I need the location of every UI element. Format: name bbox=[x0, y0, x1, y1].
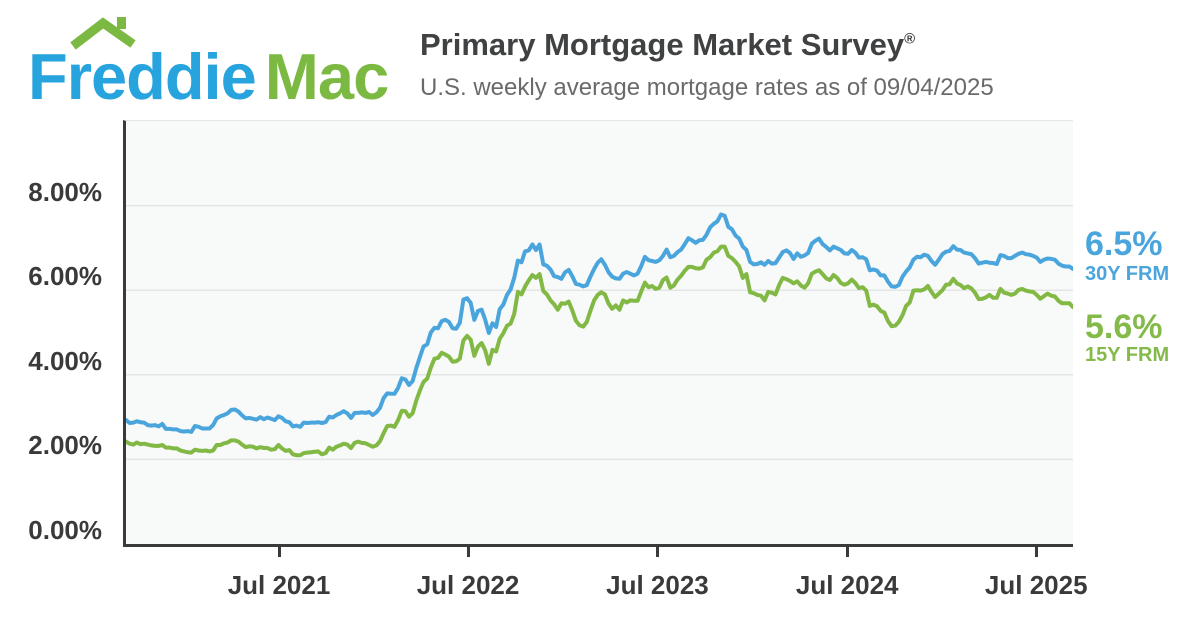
x-axis-tick bbox=[845, 546, 849, 557]
series-name-30y: 30Y FRM bbox=[1085, 263, 1170, 285]
y-axis-label: 4.00% bbox=[28, 345, 102, 376]
logo-word-freddie: Freddie bbox=[28, 40, 257, 113]
chart-svg bbox=[126, 204, 1073, 461]
x-axis-label: Jul 2024 bbox=[795, 570, 899, 600]
series-name-15y: 15Y FRM bbox=[1085, 344, 1170, 366]
latest-value-15y: 5.6% bbox=[1085, 308, 1163, 346]
plot-area bbox=[123, 120, 1073, 547]
registered-mark: ® bbox=[904, 30, 916, 48]
x-axis-label: Jul 2023 bbox=[606, 570, 709, 600]
series-line-15y-frm bbox=[126, 244, 1073, 458]
roof-icon bbox=[70, 17, 136, 50]
x-axis-tick bbox=[466, 546, 470, 557]
y-axis-label: 2.00% bbox=[28, 430, 102, 461]
x-axis-label: Jul 2022 bbox=[416, 570, 520, 600]
latest-value-30y: 6.5% bbox=[1085, 225, 1163, 263]
y-axis-label: 8.00% bbox=[28, 176, 102, 207]
x-axis-label: Jul 2025 bbox=[984, 570, 1088, 600]
x-axis-tick bbox=[277, 546, 281, 557]
logo-word-mac: Mac bbox=[264, 40, 389, 113]
x-axis-label: Jul 2021 bbox=[227, 570, 331, 600]
x-axis-tick bbox=[655, 546, 659, 557]
x-axis-tick bbox=[1034, 546, 1038, 557]
y-axis-label: 6.00% bbox=[28, 261, 102, 292]
page-title: Primary Mortgage Market Survey® bbox=[420, 27, 916, 62]
series-line-30y-frm bbox=[126, 212, 1073, 434]
y-axis-label: 0.00% bbox=[28, 515, 102, 545]
page-subtitle: U.S. weekly average mortgage rates as of… bbox=[420, 74, 994, 101]
